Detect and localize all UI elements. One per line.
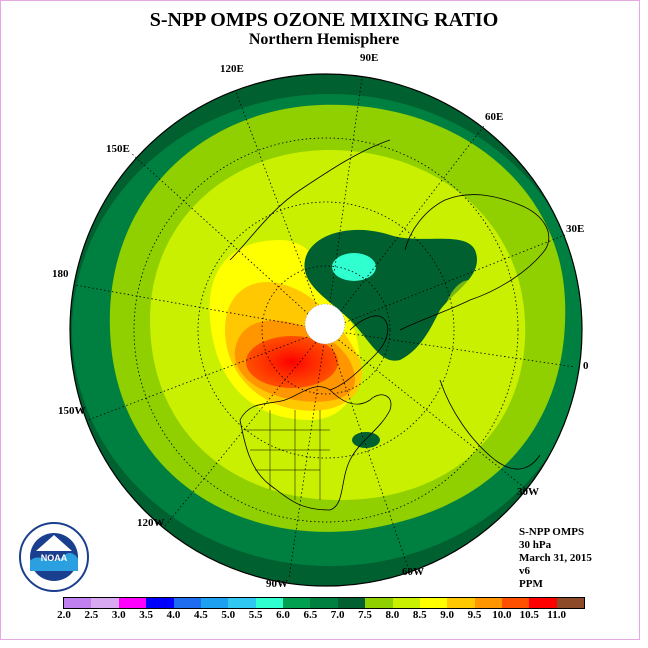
meridian-60e [325,125,485,331]
colorbar-tick-label: 5.0 [221,609,236,621]
field-10-5-max [246,336,338,388]
lon-label-30e: 30E [566,223,585,235]
colorbar-swatch [64,598,92,608]
colorbar-tick-label: 8.5 [412,609,427,621]
colorbar-swatch [173,598,201,608]
meridian-90w [288,329,327,579]
colorbar-swatch [529,598,557,608]
meridian-180 [74,284,327,331]
colorbar-swatch [502,598,530,608]
colorbar-tick-label: 3.5 [139,609,153,621]
coastline-greenland [329,315,389,391]
lon-label-60e: 60E [485,111,504,123]
colorbar-swatch [419,598,448,608]
coastline-africa [439,379,541,470]
colorbar-tick-label: 6.0 [276,609,290,621]
colorbar-tick-label: 9.5 [467,609,482,621]
lon-label-180: 180 [52,268,69,280]
colorbar-tick-label: 10.0 [492,609,512,621]
info-level: 30 hPa [519,539,552,551]
colorbar-tick-label: 8.0 [385,609,400,621]
colorbar-tick-label: 4.5 [193,609,208,621]
frame-border [0,0,640,640]
colorbar-swatch [474,598,502,608]
coastline-north-america [239,386,392,511]
colorbar-swatch [556,598,585,608]
logo-text: NOAA [41,553,68,563]
colorbar-swatch [118,598,147,608]
state-boundaries [245,410,330,500]
colorbar-ticks: 2.0 2.5 3.0 3.5 4.0 4.5 5.0 5.5 6.0 6.5 7.0 7.5 8.0 8… [0,609,648,623]
lon-label-30w: 30W [517,486,539,498]
colorbar-swatch [392,598,420,608]
colorbar-tick-label: 7.0 [330,609,345,621]
colorbar [63,597,585,609]
coastlines [229,139,550,511]
map-outline [69,73,583,587]
info-date: March 31, 2015 [519,552,592,564]
colorbar-tick-label: 5.5 [248,609,263,621]
lon-label-90w: 90W [266,578,288,590]
colorbar-tick-label: 10.5 [519,609,539,621]
colorbar-swatch [283,598,311,608]
noaa-logo: NOAA [19,522,89,592]
colorbar-swatch [447,598,475,608]
colorbar-tick-label: 3.0 [111,609,126,621]
meridian-60w [325,329,411,574]
colorbar-tick-label: 2.5 [84,609,99,621]
latitude-circle-70 [261,265,391,395]
colorbar-swatch [146,598,174,608]
lon-label-60w: 60W [402,566,424,578]
meridian-120e [235,91,327,331]
colorbar-swatch [91,598,119,608]
colorbar-swatch [200,598,229,608]
lon-label-150e: 150E [106,143,130,155]
polar-data-gap [304,303,346,345]
coastline-siberia [229,139,391,261]
colorbar-swatch [255,598,283,608]
colorbar-tick-label: 6.5 [303,609,318,621]
lon-label-150w: 150W [58,405,86,417]
lon-label-90e: 90E [360,52,379,64]
colorbar-tick-label: 7.5 [358,609,372,621]
colorbar-tick-label: 11.0 [547,609,566,621]
meridian-150w [87,329,327,421]
field-5-5-min [332,253,376,281]
page-title: S-NPP OMPS OZONE MIXING RATIO [149,9,499,31]
meridian-90e [325,77,363,331]
graticule [74,77,576,579]
meridian-30e [325,234,566,331]
lon-label-120w: 120W [137,517,165,529]
colorbar-swatch [365,598,393,608]
field-7-0-patch [352,432,380,448]
info-instrument: S-NPP OMPS [519,526,585,538]
lon-label-0: 0 [583,360,589,372]
colorbar-tick-label: 9.0 [440,609,455,621]
info-units: PPM [519,578,543,590]
colorbar-swatch [337,598,366,608]
colorbar-tick-label: 2.0 [57,609,71,621]
colorbar-tick-label: 4.0 [166,609,181,621]
latitude-circle-30 [133,137,519,523]
lon-label-120e: 120E [220,63,244,75]
colorbar-swatch [228,598,256,608]
page-subtitle: Northern Hemisphere [248,31,400,48]
info-version: v6 [519,565,530,577]
colorbar-swatch [310,598,338,608]
info-block: S-NPP OMPS 30 hPa March 31, 2015 v6 PPM [519,526,592,591]
latitude-circle-50 [197,201,455,459]
field-8-0-patch [440,280,500,400]
coastline-europe-asia [399,194,550,331]
